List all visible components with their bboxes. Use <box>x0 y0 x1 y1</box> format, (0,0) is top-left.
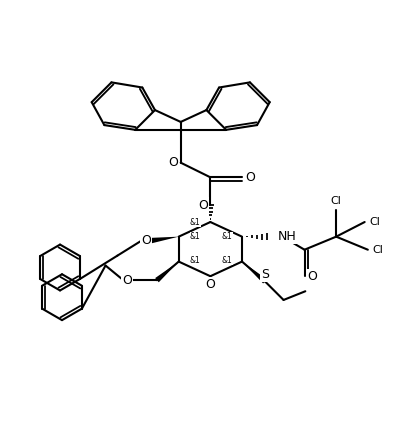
Text: O: O <box>308 270 317 283</box>
Text: &1: &1 <box>190 232 201 241</box>
Polygon shape <box>155 262 179 282</box>
Text: Cl: Cl <box>331 197 341 207</box>
Text: O: O <box>198 198 208 211</box>
Text: &1: &1 <box>190 218 201 227</box>
Text: NH: NH <box>278 230 297 243</box>
Polygon shape <box>150 237 179 243</box>
Text: Cl: Cl <box>369 217 380 227</box>
Text: O: O <box>168 156 178 169</box>
Text: Cl: Cl <box>372 245 383 255</box>
Text: O: O <box>141 234 151 247</box>
Polygon shape <box>242 262 267 284</box>
Text: O: O <box>122 274 132 287</box>
Text: O: O <box>205 278 215 291</box>
Text: &1: &1 <box>222 232 232 241</box>
Text: &1: &1 <box>190 256 201 265</box>
Text: &1: &1 <box>222 256 232 265</box>
Text: S: S <box>261 268 269 281</box>
Text: O: O <box>245 171 255 184</box>
